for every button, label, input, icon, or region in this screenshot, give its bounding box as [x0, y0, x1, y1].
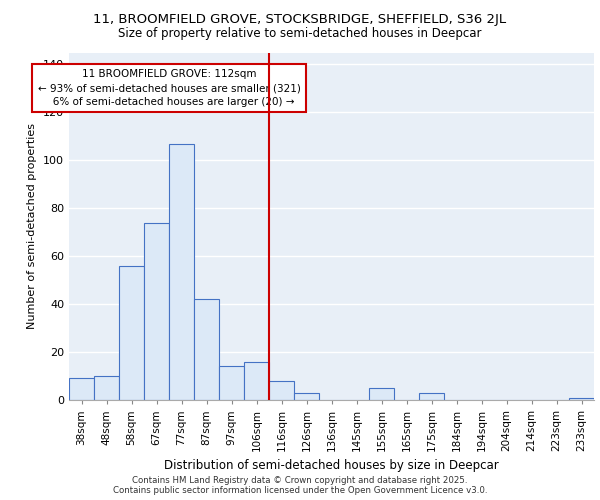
Bar	[69, 378, 94, 400]
X-axis label: Distribution of semi-detached houses by size in Deepcar: Distribution of semi-detached houses by …	[164, 460, 499, 472]
Bar	[219, 366, 244, 400]
Bar	[194, 300, 219, 400]
Bar	[244, 362, 269, 400]
Bar	[569, 398, 594, 400]
Bar	[169, 144, 194, 400]
Text: Contains HM Land Registry data © Crown copyright and database right 2025.
Contai: Contains HM Land Registry data © Crown c…	[113, 476, 487, 495]
Text: 11 BROOMFIELD GROVE: 112sqm
← 93% of semi-detached houses are smaller (321)
   6: 11 BROOMFIELD GROVE: 112sqm ← 93% of sem…	[38, 70, 301, 108]
Y-axis label: Number of semi-detached properties: Number of semi-detached properties	[28, 123, 37, 329]
Bar	[369, 388, 394, 400]
Bar	[419, 393, 444, 400]
Bar	[119, 266, 144, 400]
Bar	[269, 381, 294, 400]
Bar	[144, 222, 169, 400]
Bar	[94, 376, 119, 400]
Bar	[294, 393, 319, 400]
Text: Size of property relative to semi-detached houses in Deepcar: Size of property relative to semi-detach…	[118, 28, 482, 40]
Text: 11, BROOMFIELD GROVE, STOCKSBRIDGE, SHEFFIELD, S36 2JL: 11, BROOMFIELD GROVE, STOCKSBRIDGE, SHEF…	[94, 12, 506, 26]
